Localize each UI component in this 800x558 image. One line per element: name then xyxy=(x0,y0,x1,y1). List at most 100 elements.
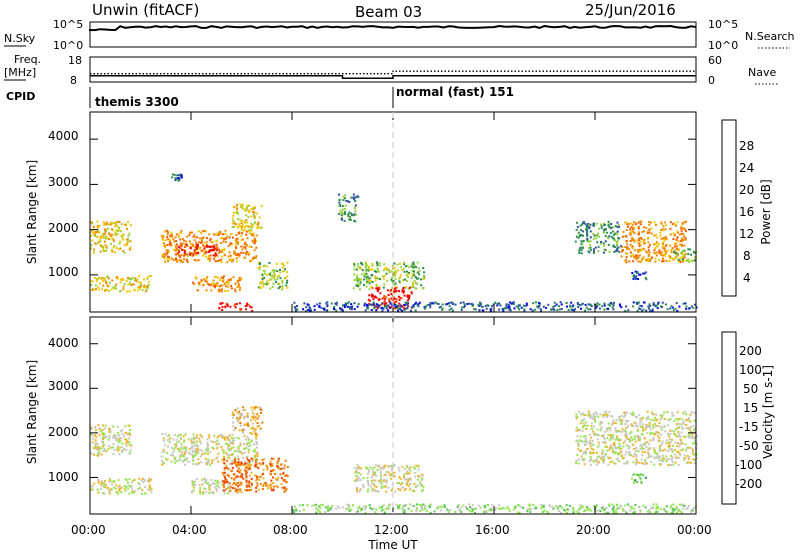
data-cell xyxy=(682,412,685,415)
data-cell xyxy=(217,252,220,255)
data-cell xyxy=(355,284,358,287)
data-cell xyxy=(406,264,409,267)
data-cell xyxy=(261,274,264,277)
data-cell xyxy=(229,233,232,236)
data-cell xyxy=(377,305,380,308)
data-cell xyxy=(679,240,682,242)
data-cell xyxy=(581,230,584,233)
data-cell xyxy=(264,481,267,484)
data-cell xyxy=(192,436,195,439)
data-cell xyxy=(238,231,241,234)
data-cell xyxy=(118,489,121,492)
data-cell xyxy=(272,271,275,274)
data-cell xyxy=(674,245,676,248)
freq-panel xyxy=(89,56,697,83)
data-cell xyxy=(380,479,383,482)
data-cell xyxy=(408,467,411,470)
data-cell xyxy=(679,423,682,426)
data-cell xyxy=(263,277,266,279)
data-cell xyxy=(646,251,649,254)
data-cell xyxy=(584,414,587,417)
data-cell xyxy=(163,257,166,260)
data-cell xyxy=(99,282,101,285)
data-cell xyxy=(625,256,628,259)
data-cell xyxy=(627,447,630,450)
data-cell xyxy=(581,247,584,250)
data-cell xyxy=(407,297,410,300)
data-cell xyxy=(235,240,238,243)
data-cell xyxy=(179,433,182,436)
data-cell xyxy=(227,447,230,450)
data-cell xyxy=(600,507,603,510)
data-cell xyxy=(344,194,347,197)
data-cell xyxy=(221,458,224,461)
data-cell xyxy=(206,438,209,441)
data-cell xyxy=(253,222,256,225)
data-cell xyxy=(413,264,416,267)
data-cell xyxy=(602,436,605,439)
data-cell xyxy=(663,247,666,250)
data-cell xyxy=(179,174,182,177)
data-cell xyxy=(237,445,240,448)
data-cell xyxy=(118,484,121,487)
xtick-2: 08:00 xyxy=(273,523,308,537)
data-cell xyxy=(580,307,582,310)
data-cell xyxy=(195,241,198,244)
data-cell xyxy=(366,281,368,284)
data-cell xyxy=(182,238,184,240)
data-cell xyxy=(239,488,242,491)
data-cell xyxy=(120,234,123,237)
data-cell xyxy=(222,233,224,236)
data-cell xyxy=(684,228,687,231)
data-cell xyxy=(342,199,345,202)
data-cell xyxy=(322,307,325,310)
vel-cbar-tick-3: 50 xyxy=(743,382,758,396)
data-cell xyxy=(167,231,169,234)
data-cell xyxy=(626,426,629,429)
data-cell xyxy=(231,416,234,419)
data-cell xyxy=(584,223,587,226)
data-cell xyxy=(580,229,583,231)
data-cell xyxy=(219,279,222,281)
data-cell xyxy=(236,407,239,410)
data-cell xyxy=(238,450,241,453)
data-cell xyxy=(269,484,272,487)
data-cell xyxy=(238,279,241,282)
data-cell xyxy=(258,216,261,219)
data-cell xyxy=(376,468,379,471)
data-cell xyxy=(373,466,376,469)
data-cell xyxy=(90,280,93,283)
data-cell xyxy=(228,449,231,452)
data-cell xyxy=(123,283,126,286)
data-cell xyxy=(674,249,677,252)
data-cell xyxy=(632,260,635,263)
data-cell xyxy=(251,415,254,418)
data-cell xyxy=(540,507,543,510)
cpid-segment-1: themis 3300 xyxy=(95,95,179,109)
data-cell xyxy=(407,287,410,290)
data-cell xyxy=(163,252,166,255)
data-cell xyxy=(635,446,638,449)
data-cell xyxy=(640,443,643,446)
data-cell xyxy=(644,459,647,462)
data-cell xyxy=(221,288,224,291)
data-cell xyxy=(466,507,468,510)
data-cell xyxy=(127,283,130,286)
data-cell xyxy=(630,226,633,229)
data-cell xyxy=(477,304,480,307)
data-cell xyxy=(356,285,359,287)
data-cell xyxy=(255,460,258,463)
data-cell xyxy=(400,309,403,311)
data-cell xyxy=(660,221,663,224)
data-cell xyxy=(651,309,654,312)
data-cell xyxy=(256,482,259,485)
data-cell xyxy=(250,260,253,262)
data-cell xyxy=(383,303,386,305)
data-cell xyxy=(393,303,396,306)
data-cell xyxy=(617,452,620,455)
data-cell xyxy=(582,458,585,461)
data-cell xyxy=(218,482,221,485)
data-cell xyxy=(118,434,121,437)
data-cell xyxy=(100,440,103,443)
data-cell xyxy=(589,230,592,233)
